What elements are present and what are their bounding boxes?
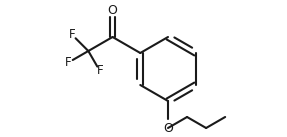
Text: F: F [96,64,103,77]
Text: F: F [65,56,72,69]
Text: O: O [108,4,117,16]
Text: O: O [163,122,173,135]
Text: F: F [69,28,75,41]
